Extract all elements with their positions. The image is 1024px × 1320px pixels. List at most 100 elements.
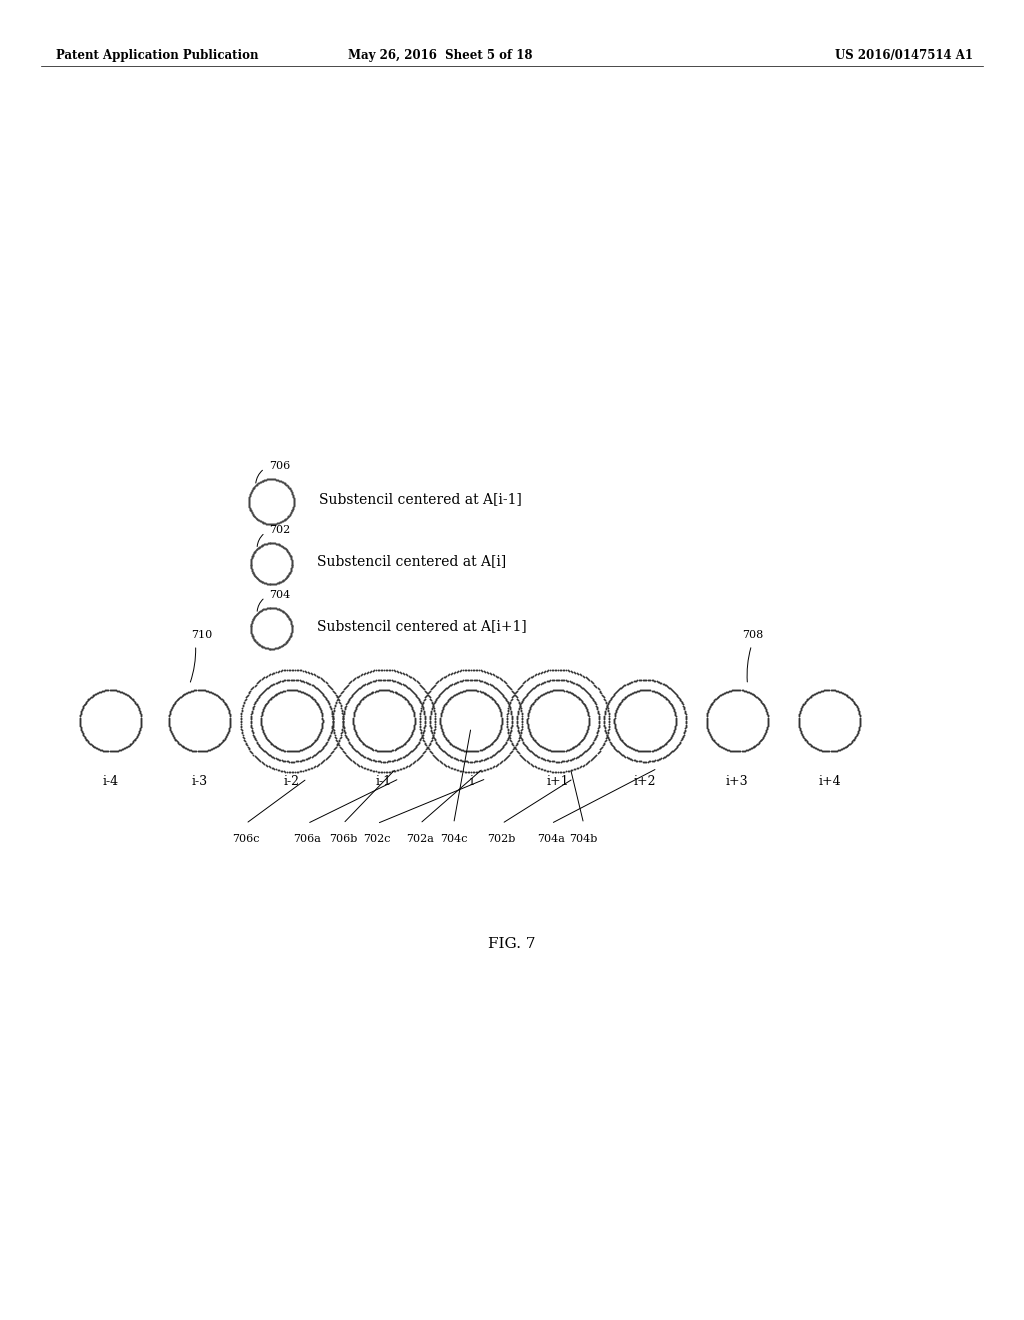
Point [276, 750, 293, 771]
Point [348, 698, 365, 719]
Point [310, 726, 327, 747]
Point [841, 734, 857, 755]
Point [601, 709, 617, 730]
Point [575, 667, 592, 688]
Point [502, 727, 518, 748]
Point [250, 634, 266, 655]
Point [313, 669, 330, 690]
Point [256, 722, 272, 743]
Point [250, 602, 266, 623]
Point [244, 623, 260, 644]
Point [340, 690, 356, 711]
Point [392, 747, 409, 768]
Point [849, 722, 865, 743]
Point [417, 686, 433, 708]
Point [72, 711, 88, 733]
Point [504, 686, 520, 708]
Point [288, 751, 304, 772]
Point [515, 731, 531, 752]
Point [436, 725, 453, 746]
Point [85, 735, 101, 756]
Point [328, 727, 344, 748]
Point [284, 615, 300, 636]
Point [273, 511, 290, 532]
Point [609, 697, 626, 718]
Point [99, 680, 116, 701]
Point [511, 722, 527, 743]
Point [662, 677, 678, 698]
Point [299, 759, 315, 780]
Point [668, 715, 684, 737]
Point [347, 668, 364, 689]
Point [678, 710, 694, 731]
Point [701, 697, 718, 718]
Point [376, 741, 392, 762]
Point [351, 755, 368, 776]
Point [360, 661, 377, 682]
Point [255, 470, 271, 491]
Point [373, 762, 389, 783]
Point [479, 747, 496, 768]
Point [246, 725, 262, 746]
Point [266, 573, 283, 594]
Point [289, 680, 305, 701]
Point [646, 750, 663, 771]
Point [179, 738, 196, 759]
Point [508, 739, 524, 760]
Point [249, 731, 265, 752]
Point [596, 715, 612, 737]
Point [550, 741, 566, 762]
Point [480, 673, 497, 694]
Point [413, 727, 429, 748]
Point [528, 664, 545, 685]
Point [314, 705, 331, 726]
Point [294, 750, 310, 771]
Point [432, 738, 449, 759]
Point [499, 690, 515, 711]
Point [805, 684, 821, 705]
Point [518, 737, 535, 758]
Point [654, 747, 671, 768]
Point [759, 717, 775, 738]
Point [261, 469, 278, 490]
Point [325, 711, 341, 733]
Point [591, 742, 607, 763]
Point [755, 726, 771, 747]
Point [711, 734, 727, 755]
Point [581, 710, 597, 731]
Point [254, 718, 270, 739]
Point [412, 730, 428, 751]
Point [217, 693, 233, 714]
Point [261, 638, 278, 659]
Point [129, 694, 145, 715]
Point [335, 680, 351, 701]
Point [308, 755, 325, 776]
Point [591, 714, 607, 735]
Point [397, 676, 414, 697]
Point [640, 669, 656, 690]
Point [758, 722, 774, 743]
Point [468, 741, 484, 762]
Point [379, 659, 395, 680]
Point [322, 696, 338, 717]
Point [329, 692, 345, 713]
Point [434, 722, 451, 743]
Point [498, 733, 514, 754]
Point [74, 700, 90, 721]
Point [732, 741, 749, 762]
Point [220, 700, 237, 721]
Point [656, 734, 673, 755]
Point [591, 715, 607, 737]
Point [492, 668, 508, 689]
Point [734, 741, 751, 762]
Point [348, 723, 365, 744]
Point [289, 659, 305, 680]
Point [609, 680, 626, 701]
Point [285, 669, 301, 690]
Point [629, 681, 645, 702]
Point [122, 686, 138, 708]
Point [216, 692, 232, 713]
Point [444, 747, 461, 768]
Point [243, 549, 259, 570]
Point [846, 729, 862, 750]
